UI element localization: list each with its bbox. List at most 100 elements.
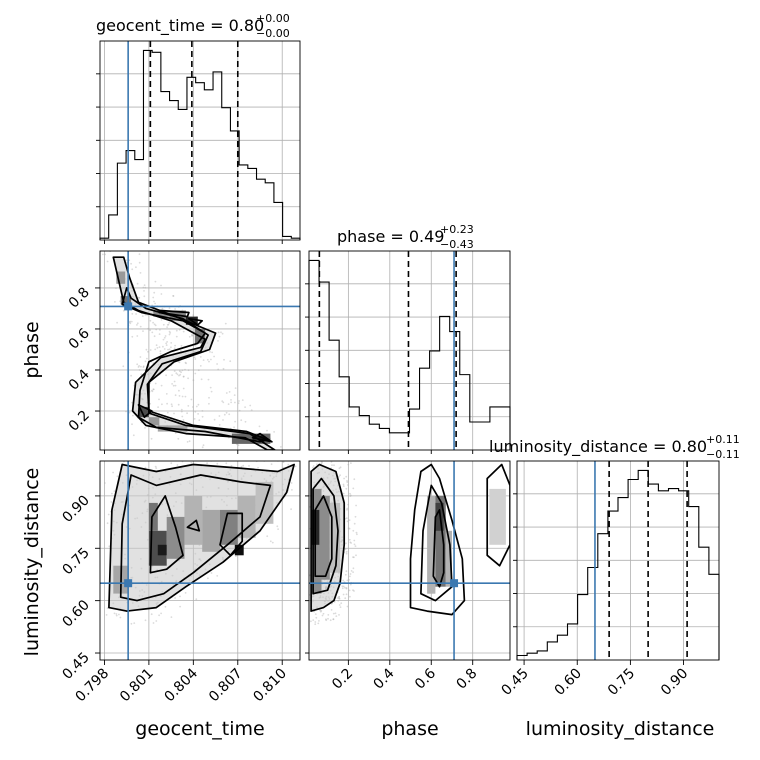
panel-phase_vs_geocent_time-sample-331: [165, 342, 168, 345]
panel-luminosity_distance_vs_phase-sample-171: [305, 485, 307, 487]
panel-luminosity_distance_vs_geocent_time-sample-240: [113, 490, 116, 492]
panel-phase_vs_geocent_time-sample-207: [175, 335, 178, 338]
panel-luminosity_distance_vs_geocent_time-density-cell-6: [220, 509, 238, 545]
panel-luminosity_distance_vs_phase-sample-159: [338, 614, 340, 616]
panel-phase_vs_geocent_time-sample-209: [198, 419, 201, 421]
panel-luminosity_distance_vs_phase-sample-300: [301, 595, 303, 597]
panel-luminosity_distance_vs_geocent_time-density-cell-9: [157, 544, 167, 556]
panel-phase_vs_geocent_time-sample-251: [168, 330, 171, 333]
title-geocent-time-sup: +0.00: [256, 12, 290, 25]
panel-luminosity_distance_vs_geocent_time-sample-304: [113, 612, 116, 615]
panel-luminosity_distance_vs_phase-sample-385: [347, 503, 349, 506]
panel-luminosity_distance_vs_geocent_time-contour-2: [149, 495, 184, 574]
panel-luminosity_distance_vs_geocent_time-contour-1: [119, 474, 272, 602]
panel-phase_vs_geocent_time-sample-9: [241, 399, 244, 401]
panel-phase_vs_geocent_time-sample-109: [125, 410, 127, 413]
panel-phase_vs_geocent_time-sample-37: [202, 359, 205, 361]
panel-luminosity_distance_vs_phase-sample-63: [354, 515, 357, 518]
panel-phase_vs_geocent_time-sample-169: [149, 329, 152, 332]
panel-phase_vs_geocent_time-sample-116: [208, 396, 210, 399]
panel-phase_vs_geocent_time-sample-301: [273, 431, 275, 433]
panel-phase_vs_geocent_time-sample-271: [217, 331, 220, 334]
panel-phase_vs_geocent_time-sample-385: [193, 418, 196, 420]
panel-luminosity_distance_vs_phase-sample-283: [345, 593, 348, 596]
panel-luminosity_distance_vs_geocent_time-sample-57: [176, 464, 179, 466]
panel-phase_vs_geocent_time-sample-352: [222, 367, 225, 370]
panel-luminosity_distance_vs_phase-sample-144: [349, 575, 351, 578]
panel-luminosity_distance_vs_phase-sample-252: [328, 457, 330, 459]
panel-luminosity_distance_vs_phase-sample-31: [352, 567, 355, 570]
panel-phase_vs_geocent_time-sample-381: [140, 365, 142, 368]
panel-phase_vs_geocent_time-sample-170: [199, 356, 202, 358]
panel-luminosity_distance_vs_phase-sample-346: [345, 570, 348, 573]
panel-phase_vs_geocent_time-contours: [112, 256, 276, 450]
panel-phase_vs_geocent_time-contour-1: [121, 287, 269, 443]
panel-luminosity_distance_vs_phase-sample-178: [345, 542, 347, 545]
panel-luminosity_distance_vs_geocent_time-density-cell-5: [202, 509, 220, 552]
title-luminosity-distance-sub: −0.11: [706, 448, 740, 461]
panel-phase_vs_geocent_time-sample-177: [168, 321, 171, 324]
panel-phase_vs_geocent_time-sample-275: [172, 295, 175, 297]
panel-phase_vs_geocent_time-sample-223: [193, 356, 196, 359]
panel-phase_vs_geocent_time-sample-371: [211, 351, 214, 354]
panel-luminosity_distance_vs_phase-contour-6: [486, 463, 510, 567]
panel-luminosity_distance_vs_geocent_time-density-cell-3: [166, 516, 185, 559]
panel-luminosity_distance_vs_phase-sample-256: [330, 609, 333, 611]
panel-phase_vs_geocent_time-sample-316: [188, 440, 191, 443]
panel-phase_vs_geocent_time-sample-382: [154, 324, 157, 327]
panel-phase_vs_geocent_time-sample-1: [170, 342, 173, 344]
panel-luminosity_distance_vs_phase-sample-323: [315, 616, 318, 619]
panel-luminosity_distance_vs_geocent_time-sample-388: [106, 522, 109, 525]
panel-phase_vs_geocent_time-sample-5: [115, 287, 117, 289]
panel-luminosity_distance_vs_geocent_time-sample-244: [98, 604, 100, 606]
title-phase: phase = 0.49: [337, 227, 444, 246]
panel-phase_vs_geocent_time-sample-178: [194, 410, 197, 413]
panel-luminosity_distance_vs_phase-sample-137: [332, 612, 335, 615]
xtick-label-geocent_time-4: 0.810: [250, 666, 290, 706]
panel-phase_vs_geocent_time-sample-233: [229, 360, 232, 363]
panel-phase_vs_geocent_time-sample-212: [220, 456, 222, 458]
panel-phase_vs_geocent_time-sample-302: [266, 429, 268, 432]
panel-phase_vs_geocent_time-sample-239: [147, 350, 149, 353]
panel-luminosity_distance_vs_geocent_time-sample-52: [119, 616, 122, 619]
panel-luminosity_distance_vs_geocent_time-sample-228: [174, 597, 177, 599]
panel-luminosity_distance_vs_phase-sample-280: [352, 487, 355, 490]
panel-luminosity_distance_vs_phase-sample-359: [353, 478, 356, 481]
panel-phase_vs_geocent_time-sample-117: [144, 360, 147, 363]
panel-phase_vs_geocent_time-sample-235: [182, 375, 185, 378]
panel-phase_vs_geocent_time-sample-147: [138, 369, 141, 371]
panel-luminosity_distance_vs_geocent_time-sample-172: [198, 455, 200, 457]
panel-phase_vs_geocent_time-sample-248: [175, 372, 178, 375]
panel-luminosity_distance_vs_geocent_time-sample-382: [112, 471, 114, 474]
panel-luminosity_distance_vs_geocent_time-sample-292: [207, 577, 209, 580]
x-axis-label-phase: phase: [381, 718, 438, 740]
panel-phase_vs_geocent_time-sample-35: [220, 331, 222, 334]
panel-luminosity_distance_vs_phase-sample-14: [319, 610, 322, 613]
panel-luminosity_distance_vs_geocent_time-sample-12: [139, 457, 141, 459]
panel-phase_vs_geocent_time-truth-marker: [124, 302, 133, 311]
panel-luminosity_distance_vs_geocent_time-sample-277: [306, 478, 308, 480]
panel-phase_vs_geocent_time-sample-261: [130, 320, 133, 323]
panel-phase_vs_geocent_time-sample-84: [136, 322, 139, 325]
panel-luminosity_distance_vs_phase-sample-169: [349, 495, 352, 497]
panel-phase_vs_geocent_time-sample-25: [192, 379, 195, 382]
panel-luminosity_distance_vs_phase-sample-79: [300, 484, 302, 486]
panel-luminosity_distance_vs_phase-sample-311: [332, 618, 335, 621]
panel-luminosity_distance_vs_phase-sample-85: [316, 463, 318, 466]
panel-luminosity_distance_vs_phase-sample-130: [325, 619, 328, 622]
panel-luminosity_distance_vs_geocent_time-sample-102: [160, 612, 163, 615]
panel-luminosity_distance_vs_phase-sample-339: [347, 463, 350, 466]
panel-luminosity_distance_vs_phase-sample-151: [302, 606, 304, 608]
panel-phase_vs_geocent_time-sample-29: [143, 290, 145, 292]
panel-luminosity_distance_vs_geocent_time-sample-2: [190, 462, 193, 464]
panel-luminosity_distance_vs_phase-sample-344: [323, 456, 325, 458]
panel-phase_vs_geocent_time-sample-71: [163, 348, 166, 350]
hist-luminosity_distance-frame: [516, 460, 720, 661]
panel-phase_vs_geocent_time-sample-266: [240, 419, 243, 422]
panel-phase_vs_geocent_time-sample-130: [180, 344, 183, 347]
panel-luminosity_distance_vs_phase-sample-276: [302, 486, 304, 488]
panel-phase_vs_geocent_time-sample-47: [184, 395, 187, 398]
title-geocent-time: geocent_time = 0.80: [96, 16, 264, 36]
panel-phase_vs_geocent_time-sample-154: [153, 300, 155, 303]
panel-luminosity_distance_vs_geocent_time-sample-71: [164, 605, 167, 608]
